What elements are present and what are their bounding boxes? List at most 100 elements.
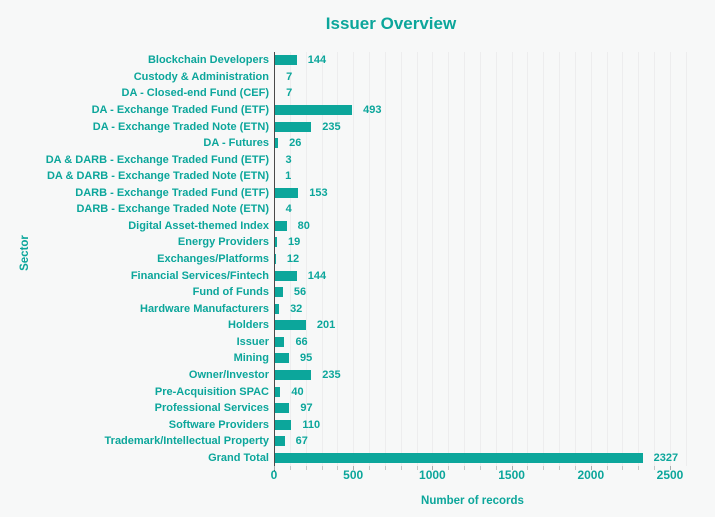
bar-track: 19: [274, 234, 690, 251]
bar-row: Hardware Manufacturers 32: [0, 300, 690, 317]
bar-row: Holders 201: [0, 317, 690, 334]
bar[interactable]: [274, 353, 290, 364]
bar-track: 97: [274, 400, 690, 417]
bar[interactable]: [274, 55, 297, 66]
bar-track: 7: [274, 69, 690, 86]
x-axis-title: Number of records: [421, 495, 524, 507]
tick-mark: [416, 466, 418, 470]
gridline: [654, 52, 656, 466]
tick-label: 2500: [656, 468, 684, 482]
value-label: 144: [307, 269, 327, 282]
value-label: 7: [286, 87, 293, 100]
plot-gridlines: [274, 52, 688, 466]
bar[interactable]: [274, 287, 283, 298]
bar[interactable]: [274, 436, 285, 447]
tick-mark: [574, 466, 576, 470]
bar[interactable]: [274, 220, 287, 231]
gridline: [321, 52, 323, 466]
tick-mark: [527, 466, 529, 470]
y-axis-line: [274, 52, 275, 471]
value-label: 80: [297, 219, 310, 232]
tick-label: 0: [270, 468, 278, 482]
bar[interactable]: [274, 104, 353, 115]
bar-track: 56: [274, 284, 690, 301]
bar-row: Custody & Administration 7: [0, 69, 690, 86]
value-label: 66: [295, 335, 308, 348]
bar-row: Financial Services/Fintech 144: [0, 267, 690, 284]
bar-track: 26: [274, 135, 690, 152]
bar-track: 67: [274, 433, 690, 450]
category-label: Financial Services/Fintech: [130, 269, 269, 282]
bar[interactable]: [274, 336, 285, 347]
category-label: Issuer: [236, 335, 269, 348]
gridline: [527, 52, 529, 466]
category-label: DA - Closed-end Fund (CEF): [121, 87, 269, 100]
gridline: [289, 52, 291, 466]
bar[interactable]: [274, 138, 279, 149]
bar-track: 493: [274, 102, 690, 119]
bar-row: Trademark/Intellectual Property 67: [0, 433, 690, 450]
bar[interactable]: [274, 369, 312, 380]
bar-track: 7: [274, 85, 690, 102]
bar[interactable]: [274, 121, 312, 132]
tick-mark: [464, 466, 466, 470]
gridline: [416, 52, 418, 466]
tick-mark: [305, 466, 307, 470]
bar-row: DARB - Exchange Traded Note (ETN) 4: [0, 201, 690, 218]
tick-label: 1000: [419, 468, 446, 482]
gridline: [574, 52, 576, 466]
category-label: Blockchain Developers: [147, 54, 269, 67]
gridline: [559, 52, 561, 466]
bar[interactable]: [274, 187, 299, 198]
bar-track: 32: [274, 300, 690, 317]
bar-row: DA & DARB - Exchange Traded Note (ETN) 1: [0, 168, 690, 185]
category-label: Mining: [233, 352, 269, 365]
value-label: 97: [300, 402, 313, 415]
tick-mark: [511, 466, 513, 470]
bar-track: 95: [274, 350, 690, 367]
value-label: 32: [290, 302, 303, 315]
category-label: DA & DARB - Exchange Traded Fund (ETF): [45, 153, 269, 166]
tick-mark: [448, 466, 450, 470]
value-label: 95: [300, 352, 313, 365]
bar[interactable]: [274, 452, 643, 463]
gridline: [353, 52, 355, 466]
bar[interactable]: [274, 303, 280, 314]
value-label: 153: [309, 186, 328, 199]
category-label: DA - Exchange Traded Note (ETN): [92, 120, 269, 133]
value-label: 12: [286, 253, 300, 266]
gridline: [384, 52, 386, 466]
bar[interactable]: [274, 320, 306, 331]
tick-mark: [654, 466, 656, 470]
bar[interactable]: [274, 386, 281, 397]
tick-mark: [337, 466, 339, 470]
bar[interactable]: [274, 270, 297, 281]
value-label: 235: [322, 368, 341, 381]
bar-row: Software Providers 110: [0, 416, 690, 433]
bar[interactable]: [274, 237, 277, 248]
bar-track: 4: [274, 201, 690, 218]
value-label: 67: [295, 435, 308, 448]
bar[interactable]: [274, 403, 290, 414]
tick-mark: [432, 466, 434, 470]
tick-mark: [274, 466, 275, 470]
bar[interactable]: [274, 419, 292, 430]
value-label: 493: [363, 103, 382, 116]
tick-mark: [289, 466, 291, 470]
category-label: DA & DARB - Exchange Traded Note (ETN): [46, 170, 269, 183]
bar-track: 3: [274, 151, 690, 168]
gridline: [590, 52, 592, 466]
bar-track: 1: [274, 168, 690, 185]
bar-track: 40: [274, 383, 690, 400]
bar-row: Exchanges/Platforms 12: [0, 251, 690, 268]
gridline: [448, 52, 450, 466]
bar-track: 12: [274, 251, 690, 268]
gridline: [606, 52, 608, 466]
bar-row: Digital Asset-themed Index 80: [0, 218, 690, 235]
tick-mark: [638, 466, 640, 470]
category-label: Energy Providers: [177, 236, 269, 249]
bar-track: 110: [274, 416, 690, 433]
bar-row: DA & DARB - Exchange Traded Fund (ETF) 3: [0, 151, 690, 168]
value-label: 2327: [653, 451, 679, 464]
